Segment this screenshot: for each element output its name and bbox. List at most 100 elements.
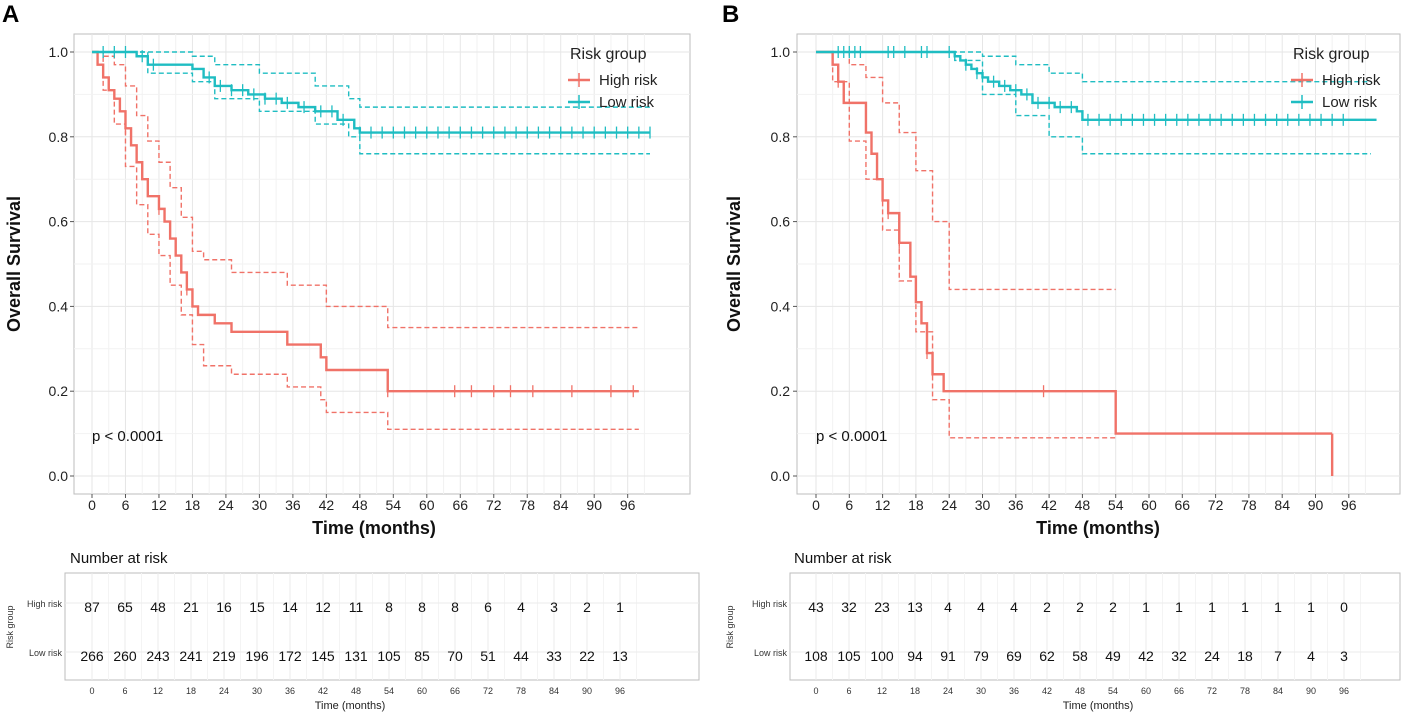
risk-table-x-tick-label: 42 bbox=[1042, 686, 1052, 696]
y-tick-label: 0.4 bbox=[49, 298, 69, 314]
risk-table-x-tick-label: 24 bbox=[219, 686, 229, 696]
panel-b-x-axis-title: Time (months) bbox=[1036, 518, 1160, 538]
risk-table-x-tick-label: 78 bbox=[1240, 686, 1250, 696]
x-tick-label: 96 bbox=[1341, 497, 1357, 513]
risk-count-high: 1 bbox=[616, 599, 624, 615]
risk-count-low: 172 bbox=[278, 648, 302, 664]
risk-count-high: 2 bbox=[583, 599, 591, 615]
panel-b-p-value: p < 0.0001 bbox=[816, 428, 887, 445]
risk-table-x-tick-label: 42 bbox=[318, 686, 328, 696]
x-tick-label: 84 bbox=[1274, 497, 1290, 513]
panel-b-legend-title: Risk group bbox=[1293, 46, 1370, 63]
panel-b-risk-row-label-low: Low risk bbox=[754, 648, 788, 658]
x-tick-label: 72 bbox=[1208, 497, 1224, 513]
risk-count-low: 94 bbox=[907, 648, 923, 664]
risk-count-high: 65 bbox=[117, 599, 133, 615]
panel-a-risk-row-label-high: High risk bbox=[27, 599, 63, 609]
x-tick-label: 66 bbox=[452, 497, 468, 513]
low-risk-ci-lower bbox=[92, 51, 650, 155]
x-tick-label: 30 bbox=[975, 497, 991, 513]
risk-table-x-tick-label: 60 bbox=[417, 686, 427, 696]
risk-table-x-tick-label: 24 bbox=[943, 686, 953, 696]
risk-count-high: 1 bbox=[1142, 599, 1150, 615]
y-tick-label: 0.2 bbox=[49, 383, 69, 399]
risk-table-x-tick-label: 36 bbox=[1009, 686, 1019, 696]
y-tick-label: 0.8 bbox=[49, 129, 69, 145]
low-risk-ci-lower bbox=[816, 51, 1371, 155]
low-risk-ci-upper bbox=[816, 51, 1371, 83]
risk-count-low: 32 bbox=[1171, 648, 1187, 664]
panel-b-risk-table-grid bbox=[790, 573, 1400, 680]
risk-table-x-tick-label: 66 bbox=[450, 686, 460, 696]
risk-count-high: 1 bbox=[1175, 599, 1183, 615]
risk-table-x-tick-label: 72 bbox=[1207, 686, 1217, 696]
risk-table-x-tick-label: 78 bbox=[516, 686, 526, 696]
risk-table-x-tick-label: 18 bbox=[910, 686, 920, 696]
y-tick-label: 0.2 bbox=[771, 383, 791, 399]
x-tick-label: 90 bbox=[1308, 497, 1324, 513]
risk-count-low: 219 bbox=[212, 648, 236, 664]
panel-a-x-ticks: 0 6 12 18 24 30 36 42 48 54 60 66 72 78 84 90 96 bbox=[88, 494, 636, 513]
risk-table-x-tick-label: 90 bbox=[582, 686, 592, 696]
risk-table-x-tick-label: 6 bbox=[122, 686, 127, 696]
risk-table-x-tick-label: 0 bbox=[89, 686, 94, 696]
risk-count-high: 11 bbox=[349, 599, 364, 615]
panel-a-y-axis-title: Overall Survival bbox=[4, 196, 24, 332]
risk-count-low: 131 bbox=[344, 648, 368, 664]
risk-count-low: 13 bbox=[612, 648, 628, 664]
x-tick-label: 60 bbox=[1141, 497, 1157, 513]
risk-count-high: 4 bbox=[977, 599, 985, 615]
risk-count-high: 0 bbox=[1340, 599, 1348, 615]
x-tick-label: 24 bbox=[941, 497, 957, 513]
risk-table-x-tick-label: 30 bbox=[252, 686, 262, 696]
risk-count-low: 91 bbox=[940, 648, 956, 664]
risk-count-high: 21 bbox=[183, 599, 199, 615]
risk-count-low: 18 bbox=[1237, 648, 1253, 664]
risk-count-low: 145 bbox=[311, 648, 335, 664]
panel-b: B 0.00.20.40.60.81.0 0 6 12 18 24 30 36 42 48 54 6… bbox=[722, 1, 1401, 712]
risk-count-low: 24 bbox=[1204, 648, 1220, 664]
risk-count-low: 51 bbox=[480, 648, 496, 664]
risk-table-x-tick-label: 0 bbox=[813, 686, 818, 696]
risk-count-high: 15 bbox=[249, 599, 265, 615]
panel-b-legend: Risk group High risk Low risk bbox=[1291, 46, 1381, 111]
risk-table-x-tick-label: 30 bbox=[976, 686, 986, 696]
y-tick-label: 0.4 bbox=[771, 298, 791, 314]
risk-table-x-tick-label: 60 bbox=[1141, 686, 1151, 696]
panel-b-legend-low-label: Low risk bbox=[1322, 94, 1378, 111]
risk-count-high: 2 bbox=[1109, 599, 1117, 615]
risk-count-low: 44 bbox=[513, 648, 529, 664]
risk-table-x-tick-label: 96 bbox=[1339, 686, 1349, 696]
panel-a-p-value: p < 0.0001 bbox=[92, 428, 163, 445]
panel-b-risk-row-label-high: High risk bbox=[752, 599, 788, 609]
panel-a-risk-table-group-label: Risk group bbox=[5, 605, 15, 648]
risk-count-high: 6 bbox=[484, 599, 492, 615]
y-tick-label: 0.6 bbox=[771, 214, 791, 230]
risk-count-high: 32 bbox=[841, 599, 857, 615]
risk-count-low: 108 bbox=[804, 648, 828, 664]
high-risk-ci-upper bbox=[816, 51, 1116, 291]
x-tick-label: 36 bbox=[285, 497, 301, 513]
risk-count-high: 3 bbox=[550, 599, 558, 615]
panel-b-risk-table-title: Number at risk bbox=[794, 550, 892, 567]
y-tick-label: 0.8 bbox=[771, 129, 791, 145]
x-tick-label: 30 bbox=[252, 497, 268, 513]
panel-a-risk-table-box bbox=[64, 572, 700, 681]
risk-count-low: 100 bbox=[870, 648, 894, 664]
high-risk-ci-upper bbox=[92, 51, 639, 329]
risk-count-low: 42 bbox=[1138, 648, 1154, 664]
x-tick-label: 42 bbox=[1041, 497, 1057, 513]
risk-table-x-tick-label: 54 bbox=[384, 686, 394, 696]
risk-table-x-tick-label: 48 bbox=[1075, 686, 1085, 696]
risk-table-x-tick-label: 90 bbox=[1306, 686, 1316, 696]
x-tick-label: 36 bbox=[1008, 497, 1024, 513]
risk-table-x-tick-label: 84 bbox=[549, 686, 559, 696]
x-tick-label: 18 bbox=[185, 497, 201, 513]
risk-count-high: 8 bbox=[385, 599, 393, 615]
panel-a-risk-row-label-low: Low risk bbox=[29, 648, 63, 658]
x-tick-label: 54 bbox=[1108, 497, 1124, 513]
panel-b-risk-table-x-ticks: 0 6 12 18 24 30 36 42 48 54 60 66 72 78 84 90 96 bbox=[813, 686, 1349, 696]
risk-count-high: 8 bbox=[451, 599, 459, 615]
panel-b-letter: B bbox=[722, 1, 739, 28]
